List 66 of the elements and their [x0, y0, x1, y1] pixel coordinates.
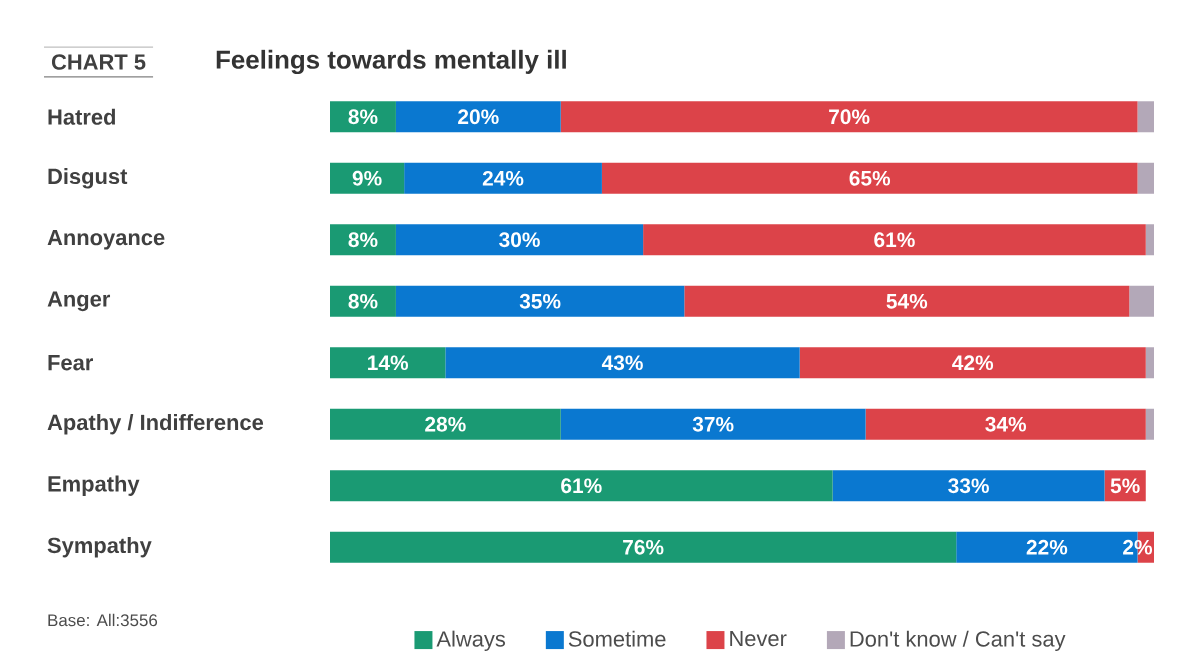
bar: [395, 101, 561, 133]
chart-title: Feelings towards mentally ill: [216, 49, 566, 74]
data-label: 61%: [561, 478, 602, 493]
bar: [395, 285, 685, 317]
bar: [1129, 285, 1154, 317]
y-tick-label: Anger: [47, 291, 111, 311]
bar: [1137, 101, 1154, 133]
data-label: 54%: [886, 293, 928, 309]
bar: [330, 531, 957, 563]
data-label: 61%: [874, 232, 915, 247]
data-label: 42%: [952, 355, 994, 370]
bar: [395, 224, 644, 256]
bar: [643, 224, 1146, 256]
y-tick-label: Fear: [48, 354, 93, 371]
bar: [330, 285, 396, 317]
text: Base: All:3556: [48, 613, 158, 626]
caption: CHART 5: [51, 54, 146, 70]
bar: [1145, 408, 1154, 440]
bar: [601, 162, 1138, 194]
data-label: 76%: [623, 539, 664, 555]
bar: [330, 408, 561, 440]
bar: [560, 101, 1138, 133]
bar: [330, 347, 446, 379]
data-label: 5%: [1110, 478, 1140, 493]
y-tick-label: Disgust: [48, 167, 128, 189]
bar: [1137, 162, 1154, 194]
data-label: 37%: [692, 416, 734, 432]
y-tick-label: Hatred: [48, 108, 116, 125]
bar: [445, 347, 800, 379]
data-label: 8%: [348, 109, 378, 124]
data-label: 30%: [499, 232, 540, 247]
bar: [684, 285, 1130, 317]
data-label: 65%: [849, 170, 891, 186]
y-tick-label: Empathy: [48, 475, 140, 496]
data-label: 35%: [519, 293, 561, 309]
data-label: 14%: [368, 355, 409, 370]
data-label: 70%: [829, 109, 870, 124]
bar: [1145, 347, 1154, 379]
bar: [330, 101, 396, 133]
data-label: 20%: [458, 109, 499, 124]
data-label: 8%: [348, 293, 378, 309]
bar: [330, 224, 396, 256]
bar: [330, 162, 405, 194]
bar: [560, 408, 866, 440]
data-label: 22%: [1026, 539, 1068, 555]
data-label: 24%: [482, 170, 524, 186]
data-label: 28%: [425, 416, 466, 432]
bar: [832, 470, 1105, 502]
data-label: 33%: [948, 478, 989, 493]
bar: [865, 408, 1146, 440]
bar: [404, 162, 602, 194]
y-tick-label: Apathy / Indifference: [47, 413, 264, 435]
legend-label: Sometime: [568, 630, 666, 647]
bar: [330, 470, 833, 502]
data-label: 34%: [985, 416, 1027, 432]
y-tick-label: Annoyance: [47, 229, 165, 250]
data-label: 9%: [352, 170, 382, 186]
data-label: 8%: [348, 232, 378, 247]
legend-label: Don't know / Can't say: [850, 630, 1066, 651]
legend-label: Always: [436, 630, 506, 651]
data-label: 2%: [1123, 539, 1153, 555]
data-label: 43%: [601, 355, 643, 370]
bar: [799, 347, 1146, 379]
bar: [1145, 224, 1154, 256]
y-tick-label: Sympathy: [47, 536, 152, 558]
legend-label: Never: [730, 630, 787, 647]
